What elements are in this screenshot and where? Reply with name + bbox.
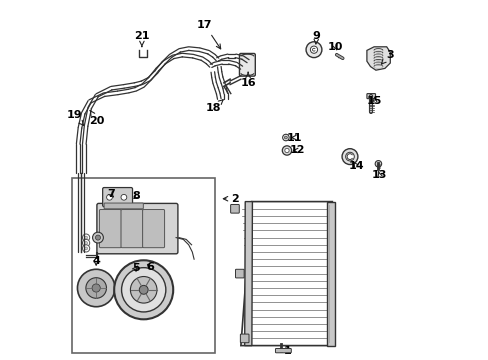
Circle shape: [374, 161, 381, 167]
Circle shape: [121, 194, 126, 200]
Text: 11: 11: [286, 132, 301, 143]
Circle shape: [82, 245, 89, 252]
Circle shape: [82, 239, 89, 247]
FancyBboxPatch shape: [99, 210, 121, 248]
Circle shape: [139, 285, 148, 294]
FancyBboxPatch shape: [235, 269, 244, 278]
Text: 6: 6: [146, 262, 154, 272]
Polygon shape: [366, 47, 389, 70]
Circle shape: [130, 276, 157, 303]
FancyBboxPatch shape: [230, 204, 239, 213]
Text: 15: 15: [366, 96, 382, 106]
Text: 18: 18: [206, 100, 223, 113]
Polygon shape: [326, 202, 335, 346]
FancyBboxPatch shape: [366, 94, 375, 99]
Circle shape: [114, 260, 173, 319]
Text: 8: 8: [132, 191, 140, 201]
Text: 10: 10: [327, 42, 343, 52]
Circle shape: [84, 242, 87, 244]
Text: 12: 12: [289, 145, 305, 156]
Circle shape: [305, 42, 321, 58]
Circle shape: [82, 234, 89, 241]
Text: 3: 3: [381, 50, 393, 64]
FancyBboxPatch shape: [239, 54, 255, 76]
Circle shape: [310, 46, 317, 53]
Polygon shape: [244, 202, 252, 346]
Circle shape: [86, 278, 106, 298]
Circle shape: [106, 194, 112, 200]
Circle shape: [92, 284, 100, 292]
Text: 16: 16: [240, 72, 255, 88]
Text: 4: 4: [92, 256, 100, 266]
FancyBboxPatch shape: [102, 188, 132, 207]
Circle shape: [284, 148, 288, 153]
Text: 9: 9: [312, 31, 320, 44]
Text: 14: 14: [347, 161, 363, 171]
Text: 5: 5: [132, 263, 139, 273]
Circle shape: [84, 247, 87, 250]
Circle shape: [282, 146, 291, 155]
Circle shape: [342, 149, 357, 165]
Text: 20: 20: [89, 111, 104, 126]
Circle shape: [284, 136, 287, 139]
Circle shape: [345, 152, 354, 161]
FancyBboxPatch shape: [121, 210, 142, 248]
Polygon shape: [241, 202, 332, 346]
Circle shape: [282, 134, 288, 141]
FancyBboxPatch shape: [97, 203, 178, 254]
Text: 19: 19: [67, 110, 83, 125]
Circle shape: [122, 267, 165, 312]
Text: 13: 13: [371, 170, 386, 180]
FancyBboxPatch shape: [104, 203, 143, 209]
FancyBboxPatch shape: [275, 348, 291, 353]
Text: 1: 1: [283, 346, 291, 356]
Circle shape: [84, 236, 87, 239]
Circle shape: [95, 255, 98, 257]
Circle shape: [92, 232, 103, 243]
FancyBboxPatch shape: [142, 210, 164, 248]
FancyBboxPatch shape: [240, 334, 248, 343]
Text: 21: 21: [134, 31, 149, 46]
Circle shape: [77, 269, 115, 307]
Text: 17: 17: [197, 20, 220, 49]
Text: 7: 7: [107, 189, 115, 199]
FancyBboxPatch shape: [72, 178, 214, 353]
Circle shape: [95, 235, 101, 240]
Text: 2: 2: [223, 194, 239, 204]
